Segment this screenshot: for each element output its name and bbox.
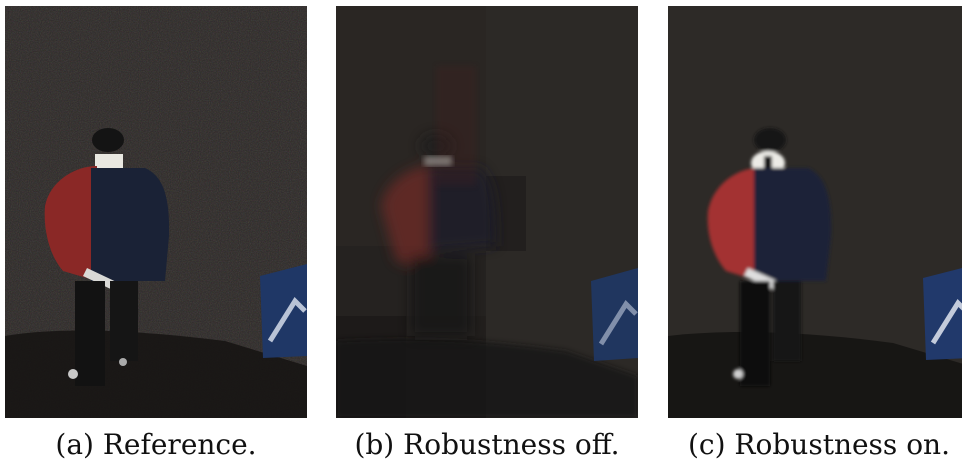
caption-reference: (a) Reference.: [55, 428, 257, 461]
caption-robustness-off: (b) Robustness off.: [354, 428, 620, 461]
robustness-on-image: [668, 6, 962, 418]
reference-image: [5, 6, 307, 418]
caption-robustness-on: (c) Robustness on.: [688, 428, 950, 461]
robustness-off-image: [336, 6, 638, 418]
